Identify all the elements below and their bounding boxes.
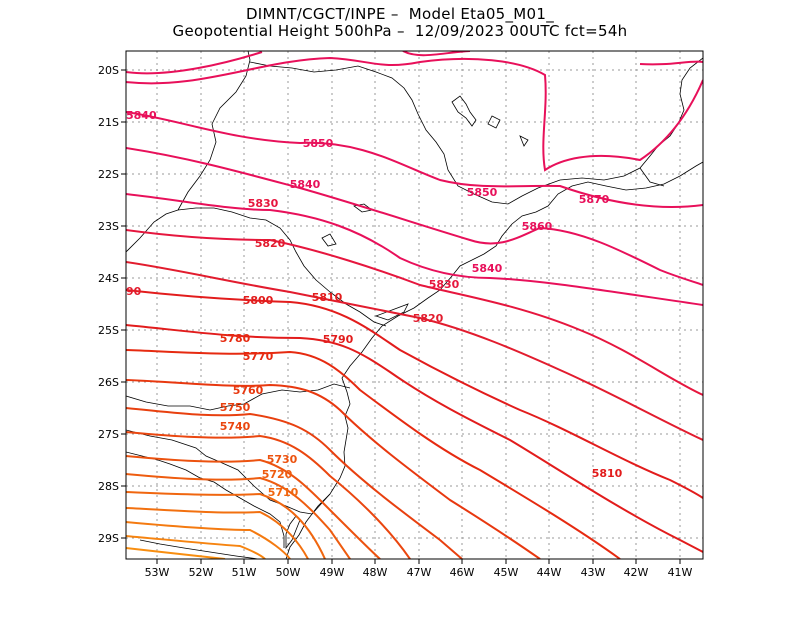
title-line-2: Geopotential Height 500hPa – 12/09/2023 … [172,22,628,40]
lon-tick-label: 45W [494,566,519,579]
contour-label: 5740 [220,420,251,433]
lat-tick-label: 20S [98,64,119,77]
contour-label: 5840 [126,109,157,122]
height-contour [126,455,381,559]
contour-label: 5760 [233,384,264,397]
contour-label: 5830 [248,197,279,210]
height-contour [126,491,326,559]
height-contour [639,60,703,66]
contour-label: 5810 [592,467,623,480]
lat-tick-label: 26S [98,376,119,389]
height-contour [126,51,263,75]
contour-label: 5840 [472,262,503,275]
reservoir [321,233,337,247]
state-border [249,61,659,205]
height-contour [126,535,266,559]
lon-tick-label: 49W [320,566,345,579]
contour-label: 5810 [312,291,343,304]
coastline [285,161,703,559]
contour-label: 5870 [579,193,610,206]
height-contour [126,547,226,559]
contour-label: 5820 [255,237,286,250]
height-contour [126,507,309,559]
reservoir [487,115,501,129]
contour-label: 5800 [243,294,274,307]
reservoir [451,95,477,127]
lon-tick-label: 53W [145,566,170,579]
lon-tick-label: 51W [232,566,257,579]
height-contour [126,324,703,553]
map-title: DIMNT/CGCT/INPE – Model Eta05_M01_ Geopo… [0,6,800,40]
lat-lon-grid [126,51,703,559]
contour-label: 5830 [429,278,460,291]
height-contours [126,51,703,559]
lat-tick-label: 21S [98,116,119,129]
lon-tick-label: 47W [407,566,432,579]
contour-label: 5710 [268,486,299,499]
lon-tick-label: 42W [624,566,649,579]
height-contour [126,379,541,559]
lon-tick-label: 46W [450,566,475,579]
contour-label: 5850 [303,137,334,150]
state-border [657,57,703,147]
height-contour [126,289,703,499]
contour-label: 5720 [262,468,293,481]
title-line-1: DIMNT/CGCT/INPE – Model Eta05_M01_ [245,5,555,23]
lat-tick-label: 24S [98,272,119,285]
lon-tick-label: 41W [668,566,693,579]
height-contour [126,473,351,559]
country-border [126,209,179,253]
height-contour [126,229,703,396]
contour-labels: 5840 5850 5840 5850 5870 5830 5860 5820 5840 5830… [126,109,623,499]
height-contour [126,193,703,306]
lat-tick-label: 22S [98,168,119,181]
lon-tick-label: 52W [189,566,214,579]
contour-label: 5750 [220,401,251,414]
height-contour [126,407,463,559]
lat-tick-label: 23S [98,220,119,233]
contour-label: 90 [126,285,142,298]
lat-tick-label: 28S [98,480,119,493]
contour-label: 5730 [267,453,298,466]
lat-tick-label: 25S [98,324,119,337]
contour-label: 5770 [243,350,274,363]
contour-label: 5840 [290,178,321,191]
lon-tick-label: 50W [276,566,301,579]
contour-label: 5790 [323,333,354,346]
height-contour [126,111,703,209]
height-contour [126,349,621,559]
lon-tick-label: 48W [363,566,388,579]
height-contour [126,431,411,559]
state-border [126,429,331,515]
reservoir [519,135,529,147]
state-border [639,167,665,187]
lon-tick-label: 43W [581,566,606,579]
contour-label: 5850 [467,186,498,199]
lon-tick-label: 44W [537,566,562,579]
height-contour [126,147,703,286]
axis-ticks: 53W 52W 51W 50W 49W 48W 47W 46W 45W 44W 43W 42W 41W 2… [98,64,693,579]
height-contour [126,521,291,559]
height-contour [126,261,703,441]
lat-tick-label: 27S [98,428,119,441]
height-contour [126,56,703,172]
country-border [139,539,259,559]
contour-label: 5820 [413,312,444,325]
lat-tick-label: 29S [98,532,119,545]
state-border [126,383,351,411]
coastline-and-borders [126,51,703,559]
map-frame [125,50,704,560]
country-border [126,451,285,548]
contour-label: 5780 [220,332,251,345]
height-contour [402,51,471,57]
contour-label: 5860 [522,220,553,233]
